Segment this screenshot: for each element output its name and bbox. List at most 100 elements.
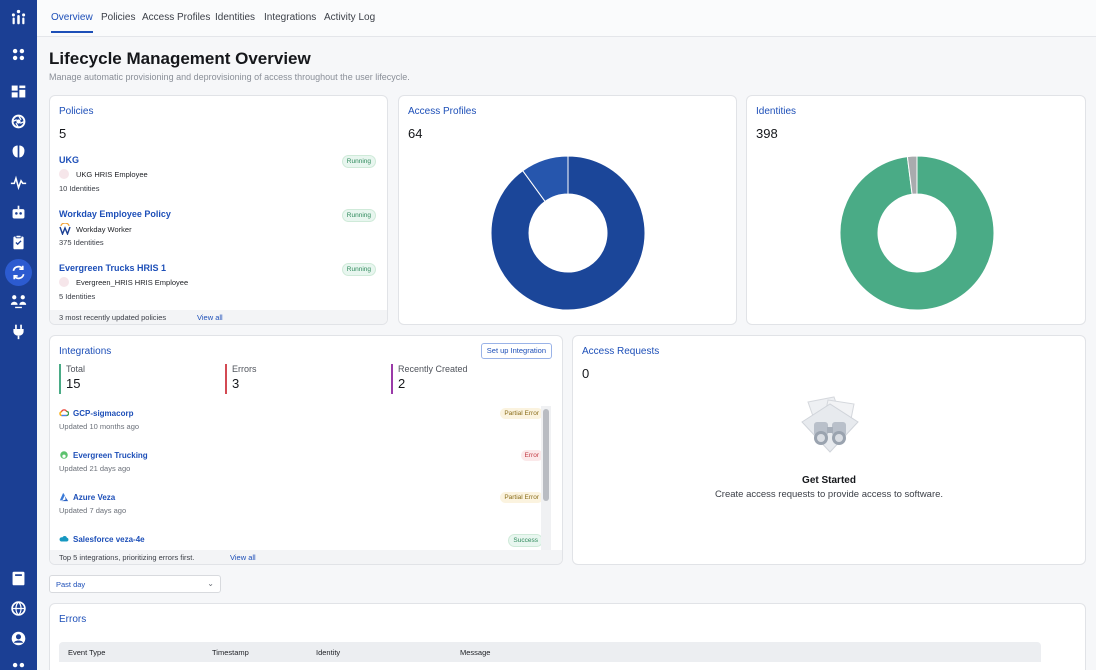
column-header-event-type[interactable]: Event Type	[68, 648, 106, 657]
evergreen-icon	[59, 277, 69, 287]
donut-slice[interactable]	[522, 155, 569, 203]
integration-name[interactable]: GCP-sigmacorp	[59, 408, 133, 418]
stat-value: 2	[398, 376, 406, 391]
policy-status-badge: Running	[341, 263, 376, 276]
policy-source-label: UKG HRIS Employee	[76, 169, 148, 179]
chevron-down-icon: ⌄	[207, 579, 214, 588]
plug-icon[interactable]	[8, 321, 29, 342]
integration-name-label: Evergreen Trucking	[73, 450, 148, 460]
setup-integration-button[interactable]: Set up Integration	[480, 343, 552, 359]
policies-view-all-link[interactable]: View all	[197, 313, 223, 322]
policy-name-workday[interactable]: Workday Employee Policy	[59, 209, 171, 219]
access-requests-count: 0	[582, 366, 590, 381]
policy-source-label: Evergreen_HRIS HRIS Employee	[76, 277, 189, 287]
veza-logo-icon[interactable]	[8, 7, 29, 28]
workday-icon	[59, 223, 71, 235]
page-title: Lifecycle Management Overview	[49, 49, 311, 68]
stat-label: Recently Created	[398, 364, 468, 374]
integration-status-badge: Success	[508, 534, 543, 547]
gcp-cloud-icon	[59, 409, 69, 417]
access-profiles-card: Access Profiles 64	[398, 95, 737, 325]
empty-state-title: Get Started	[802, 475, 856, 486]
integration-status-badge: Partial Error	[500, 408, 543, 419]
integration-status-badge: Error	[520, 450, 543, 461]
stat-label: Errors	[232, 364, 257, 374]
tab-overview[interactable]: Overview	[51, 12, 93, 33]
stat-value: 15	[66, 376, 81, 391]
time-range-value: Past day	[56, 580, 86, 589]
lifecycle-icon[interactable]	[5, 259, 32, 286]
integrations-footer-text: Top 5 integrations, prioritizing errors …	[59, 553, 195, 562]
policy-name-ukg[interactable]: UKG	[59, 155, 79, 165]
errors-card: Errors Event Type Timestamp Identity Mes…	[49, 603, 1086, 670]
tab-policies[interactable]: Policies	[101, 12, 136, 23]
tab-activity-log[interactable]: Activity Log	[324, 12, 376, 23]
stat-value: 3	[232, 376, 240, 391]
robot-icon[interactable]	[8, 202, 29, 223]
user-circle-icon[interactable]	[8, 628, 29, 649]
integration-status-badge: Partial Error	[500, 492, 543, 503]
policies-footer: 3 most recently updated policies View al…	[50, 310, 387, 324]
identities-card: Identities 398	[746, 95, 1086, 325]
column-header-identity[interactable]: Identity	[316, 648, 341, 657]
integrations-title[interactable]: Integrations	[59, 346, 112, 357]
integrations-scrollbar[interactable]	[541, 406, 551, 554]
clipboard-icon[interactable]	[8, 232, 29, 253]
column-header-message[interactable]: Message	[460, 648, 491, 657]
tab-access-profiles[interactable]: Access Profiles	[142, 12, 211, 23]
policy-identity-count: 10 Identities	[59, 184, 100, 193]
policy-name-evergreen[interactable]: Evergreen Trucks HRIS 1	[59, 263, 167, 273]
activity-icon[interactable]	[8, 172, 29, 193]
policy-identity-count: 375 Identities	[59, 238, 104, 247]
dashboard-icon[interactable]	[8, 81, 29, 102]
more-icon[interactable]	[8, 658, 29, 670]
policies-title[interactable]: Policies	[59, 106, 94, 117]
policy-source-label: Workday Worker	[76, 224, 132, 234]
integrations-card: Integrations Set up Integration Total 15…	[49, 335, 563, 565]
policy-source: Workday Worker	[59, 223, 132, 235]
stat-label: Total	[66, 364, 86, 374]
stat-errors: Errors 3	[225, 364, 257, 394]
identities-donut-chart	[839, 155, 995, 311]
policy-identity-count: 5 Identities	[59, 292, 96, 301]
donut-slice[interactable]	[906, 155, 918, 195]
sidebar	[0, 0, 37, 670]
access-requests-card: Access Requests 0 Get Started Create acc…	[572, 335, 1086, 565]
aperture-icon[interactable]	[8, 111, 29, 132]
tab-identities[interactable]: Identities	[215, 12, 256, 23]
integration-name[interactable]: Azure Veza	[59, 492, 115, 502]
page-subtitle: Manage automatic provisioning and deprov…	[49, 72, 410, 82]
brain-icon[interactable]	[8, 141, 29, 162]
apps-grid-icon[interactable]	[8, 44, 29, 65]
salesforce-cloud-icon	[59, 536, 69, 542]
top-nav: Overview Policies Access Profiles Identi…	[37, 0, 1096, 37]
integration-name[interactable]: Evergreen Trucking	[59, 450, 148, 460]
stat-recently-created: Recently Created 2	[391, 364, 468, 394]
azure-icon	[59, 492, 69, 502]
errors-title: Errors	[59, 614, 87, 625]
policies-footer-text: 3 most recently updated policies	[59, 313, 167, 322]
policy-source: UKG HRIS Employee	[59, 169, 148, 179]
time-range-select[interactable]: Past day ⌄	[49, 575, 221, 593]
book-icon[interactable]	[8, 568, 29, 589]
integration-name-label: GCP-sigmacorp	[73, 408, 134, 418]
donut-slice[interactable]	[490, 155, 646, 311]
integration-name[interactable]: Salesforce veza-4e	[59, 534, 145, 544]
access-requests-title[interactable]: Access Requests	[582, 346, 660, 357]
ukg-icon	[59, 169, 69, 179]
stat-total: Total 15	[59, 364, 85, 394]
integrations-view-all-link[interactable]: View all	[230, 553, 256, 562]
access-profiles-donut-chart	[490, 155, 646, 311]
column-header-timestamp[interactable]: Timestamp	[212, 648, 249, 657]
users-connect-icon[interactable]	[8, 291, 29, 312]
globe-icon[interactable]	[8, 598, 29, 619]
integration-name-label: Salesforce veza-4e	[73, 534, 145, 544]
access-profiles-count: 64	[408, 126, 423, 141]
policy-status-badge: Running	[341, 209, 376, 222]
integration-updated: Updated 7 days ago	[59, 506, 127, 515]
tab-integrations[interactable]: Integrations	[264, 12, 317, 23]
access-profiles-title[interactable]: Access Profiles	[408, 106, 477, 117]
donut-slice[interactable]	[839, 155, 995, 311]
identities-title[interactable]: Identities	[756, 106, 797, 117]
scrollbar-thumb[interactable]	[543, 409, 549, 501]
